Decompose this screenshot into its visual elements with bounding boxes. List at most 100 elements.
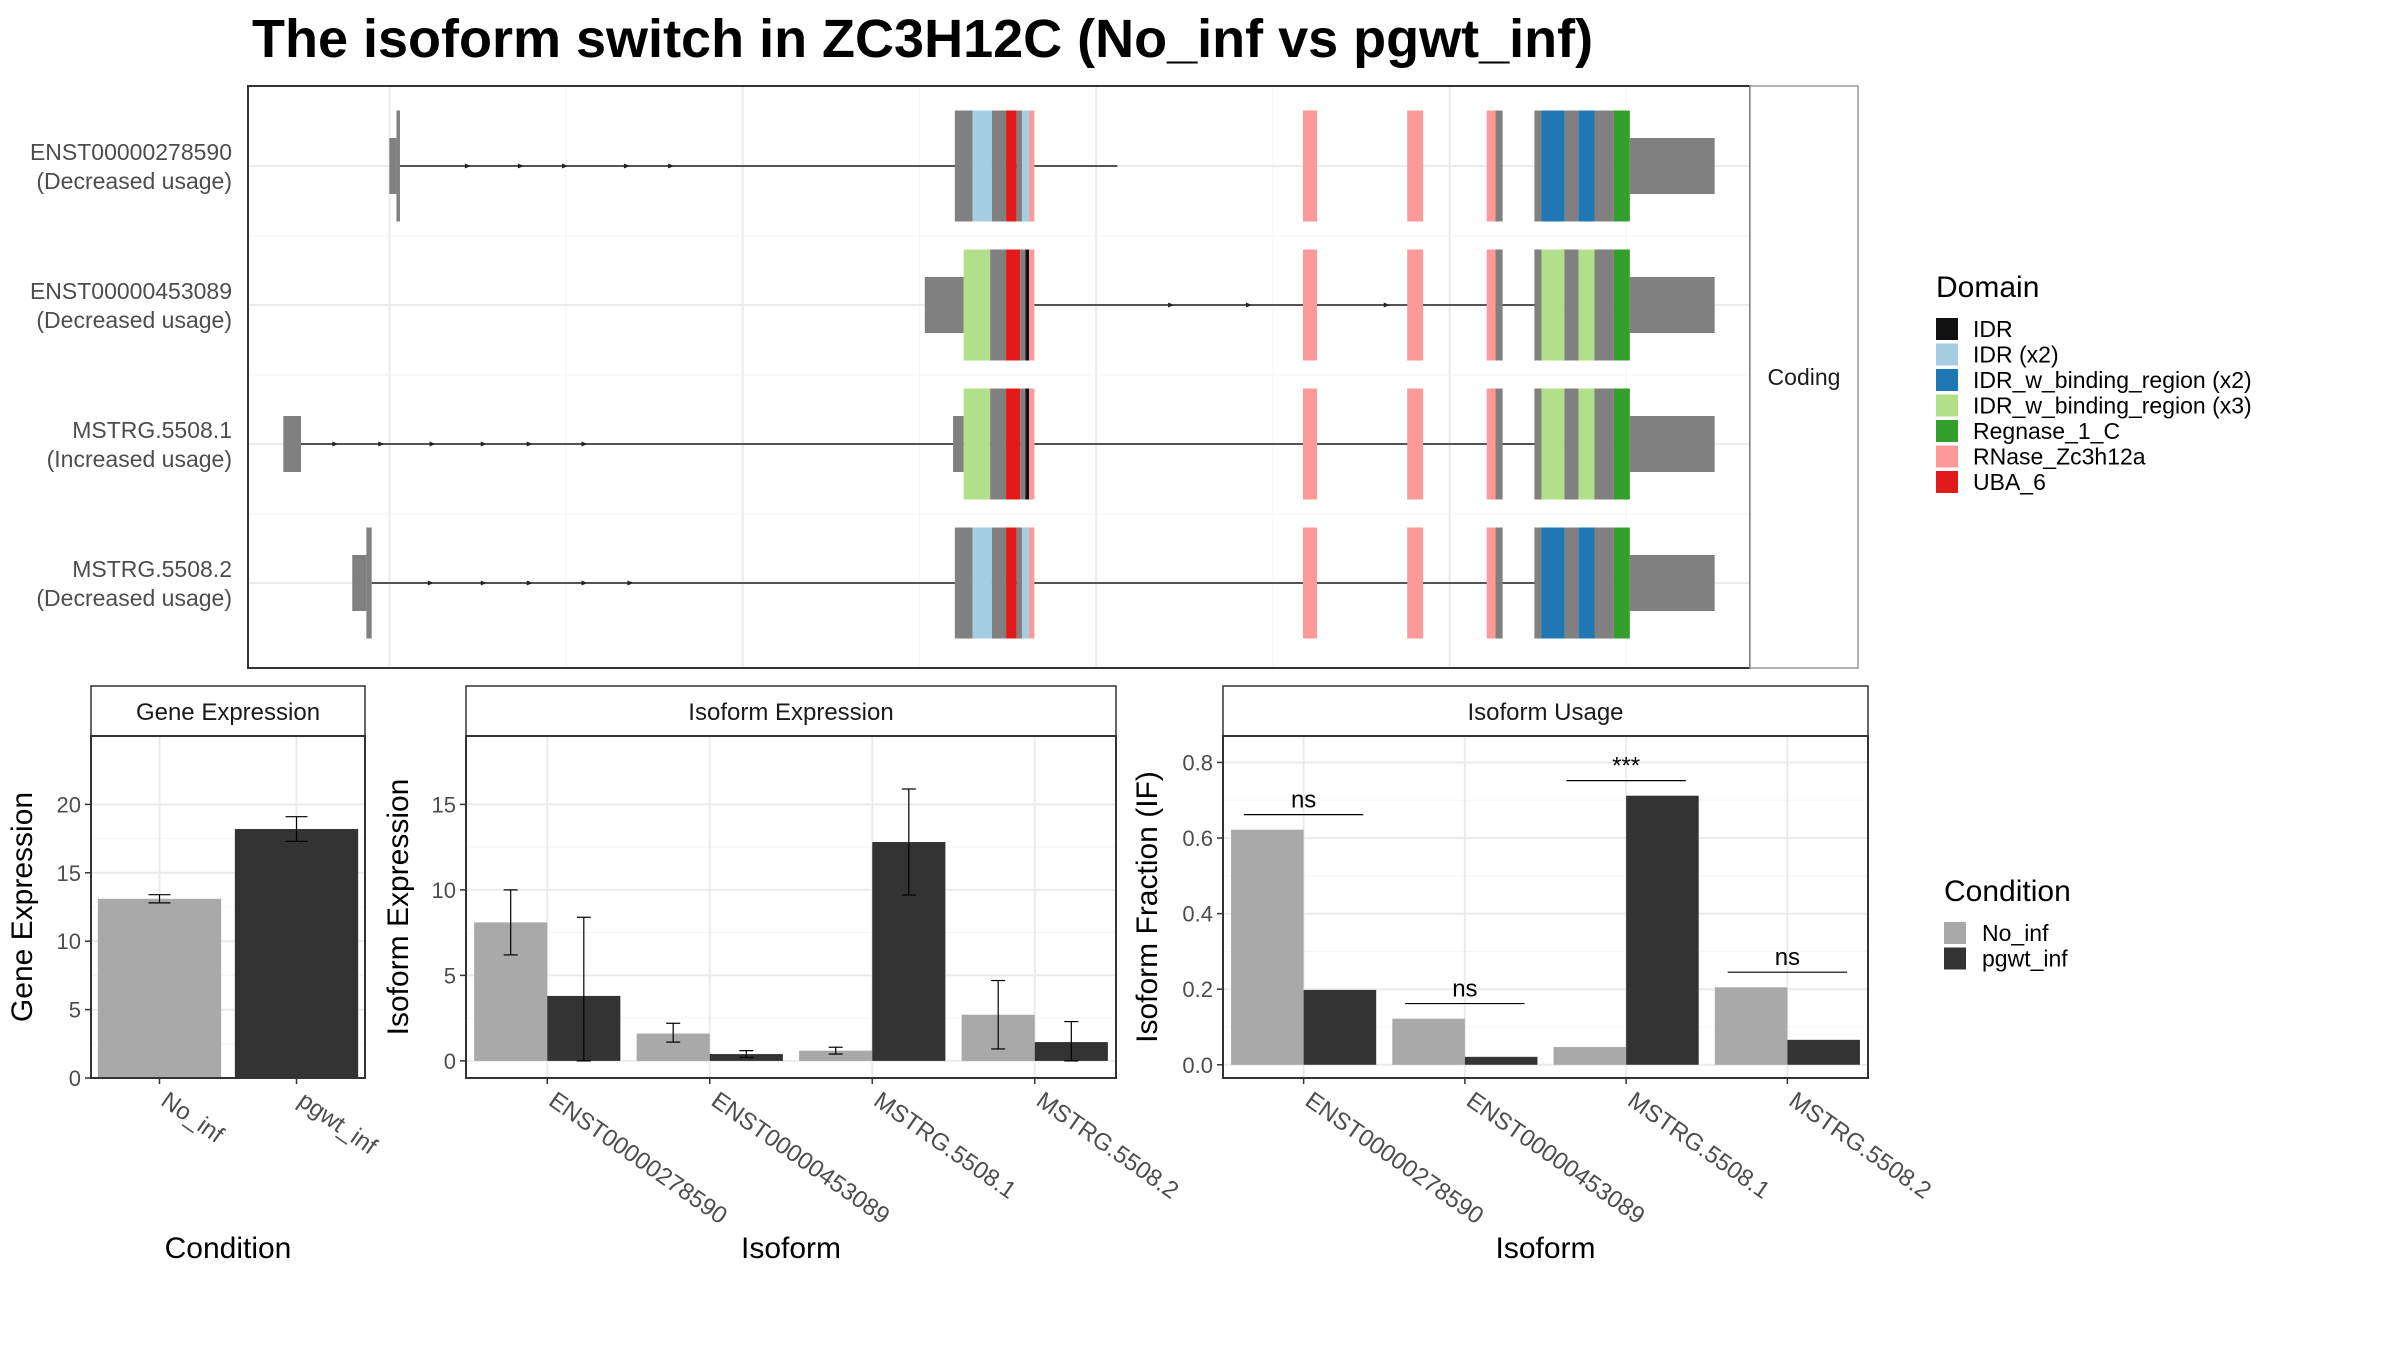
utr-block bbox=[924, 277, 964, 333]
domain-block bbox=[972, 110, 992, 222]
y-tick-label: 5 bbox=[444, 963, 456, 988]
exon-block bbox=[1534, 249, 1542, 361]
strand-arrow bbox=[562, 163, 569, 169]
x-tick-label: ENST00000453089 bbox=[1461, 1087, 1649, 1230]
exon-block bbox=[1534, 110, 1542, 222]
strip bbox=[90, 685, 366, 737]
domain-legend-swatch bbox=[1936, 343, 1958, 366]
strand-arrow bbox=[668, 163, 675, 169]
exon-block bbox=[1564, 110, 1579, 222]
x-tick-label: MSTRG.5508.1 bbox=[869, 1087, 1021, 1205]
y-tick-label: 0.0 bbox=[1182, 1053, 1213, 1078]
y-tick-label: 0 bbox=[69, 1066, 81, 1091]
utr-block bbox=[1629, 555, 1715, 611]
domain-block bbox=[1541, 110, 1565, 222]
facet-strip bbox=[1749, 85, 1859, 669]
transcript-name: ENST00000278590 bbox=[30, 139, 232, 165]
domain-legend-swatch bbox=[1936, 471, 1958, 493]
strand-arrow bbox=[526, 580, 533, 586]
domain-block bbox=[1578, 249, 1595, 361]
bar-pgwt_inf bbox=[234, 829, 359, 1078]
domain-block bbox=[1029, 110, 1035, 222]
exon-block bbox=[1495, 388, 1503, 500]
domain-legend-label: IDR_w_binding_region (x3) bbox=[1973, 393, 2252, 419]
exon-block bbox=[1016, 527, 1022, 639]
exon-block bbox=[1594, 249, 1614, 361]
exon-block bbox=[396, 110, 400, 222]
domain-legend-swatch bbox=[1936, 369, 1958, 391]
strand-arrow bbox=[480, 580, 487, 586]
domain-block bbox=[1613, 249, 1630, 361]
significance-label: ns bbox=[1775, 944, 1800, 971]
condition-legend-title: Condition bbox=[1944, 875, 2071, 908]
domain-block bbox=[1025, 249, 1030, 361]
bar-No_inf bbox=[1714, 987, 1788, 1065]
exon-block bbox=[991, 110, 1007, 222]
domain-legend-label: Regnase_1_C bbox=[1973, 418, 2120, 444]
domain-block bbox=[1486, 527, 1496, 639]
domain-block bbox=[1486, 388, 1496, 500]
domain-block bbox=[1541, 249, 1565, 361]
strand-arrow bbox=[581, 441, 588, 447]
domain-legend-label: IDR bbox=[1973, 316, 2013, 342]
bar-pgwt_inf bbox=[1303, 989, 1377, 1065]
transcript-track bbox=[924, 249, 1715, 361]
exon-block bbox=[1495, 527, 1503, 639]
utr-block bbox=[1629, 138, 1715, 194]
y-tick-label: 15 bbox=[57, 861, 81, 886]
strand-arrow bbox=[623, 163, 630, 169]
domain-block bbox=[1407, 388, 1424, 500]
strand-arrow bbox=[526, 441, 533, 447]
y-tick-label: 15 bbox=[432, 792, 456, 817]
bar-No_inf bbox=[1553, 1047, 1627, 1065]
condition-legend-label: No_inf bbox=[1982, 920, 2049, 946]
strand-arrow bbox=[581, 580, 588, 586]
exon-block bbox=[1534, 527, 1542, 639]
exon-block bbox=[1564, 249, 1579, 361]
significance-label: ns bbox=[1291, 787, 1316, 814]
strand-arrow bbox=[517, 163, 524, 169]
bar-pgwt_inf bbox=[1464, 1056, 1538, 1065]
strand-arrow bbox=[1168, 302, 1175, 308]
domain-block bbox=[1407, 527, 1424, 639]
domain-block bbox=[1021, 527, 1030, 639]
strand-arrow bbox=[464, 163, 471, 169]
condition-legend-swatch bbox=[1944, 922, 1966, 944]
transcript-track bbox=[352, 527, 1715, 639]
condition-legend-label: pgwt_inf bbox=[1982, 946, 2068, 972]
strand-arrow bbox=[1383, 302, 1390, 308]
bar-No_inf bbox=[97, 898, 222, 1078]
exon-block bbox=[366, 527, 372, 639]
bar-No_inf bbox=[799, 1050, 873, 1061]
strip-title: Isoform Expression bbox=[688, 699, 893, 726]
strand-arrow bbox=[1245, 302, 1252, 308]
gene-expression-panel: Gene Expression 0 5 10 15 20 No_inf pgwt_inf Con… bbox=[6, 685, 382, 1265]
bar-pgwt_inf bbox=[1787, 1039, 1860, 1065]
domain-block bbox=[1486, 110, 1496, 222]
exon-block bbox=[1564, 388, 1579, 500]
utr-block bbox=[1629, 277, 1715, 333]
significance-label: *** bbox=[1612, 753, 1640, 780]
exon-block bbox=[991, 527, 1007, 639]
domain-block bbox=[1302, 527, 1318, 639]
x-tick-label: pgwt_inf bbox=[293, 1087, 382, 1161]
y-axis-title: Isoform Expression bbox=[382, 779, 415, 1036]
x-tick-label: MSTRG.5508.2 bbox=[1031, 1087, 1183, 1205]
domain-block bbox=[1006, 527, 1017, 639]
y-tick-label: 20 bbox=[57, 792, 81, 817]
exon-block bbox=[1495, 249, 1503, 361]
domain-block bbox=[963, 388, 991, 500]
panel-border bbox=[465, 735, 1117, 1079]
utr-block bbox=[283, 416, 302, 472]
domain-block bbox=[1029, 527, 1035, 639]
exon-block bbox=[990, 388, 1007, 500]
chart-title: The isoform switch in ZC3H12C (No_inf vs… bbox=[252, 9, 1593, 69]
domain-block bbox=[1613, 388, 1630, 500]
isoform-expression-panel: Isoform Expression 0 5 10 15 ENST00000278590E… bbox=[382, 685, 1183, 1265]
domain-block bbox=[1578, 388, 1595, 500]
transcript-structure-panel: ENST00000278590 (Decreased usage) ENST0000… bbox=[30, 85, 1859, 669]
utr-block bbox=[1629, 416, 1715, 472]
transcript-name: MSTRG.5508.2 bbox=[72, 556, 232, 582]
utr-block bbox=[389, 138, 397, 194]
